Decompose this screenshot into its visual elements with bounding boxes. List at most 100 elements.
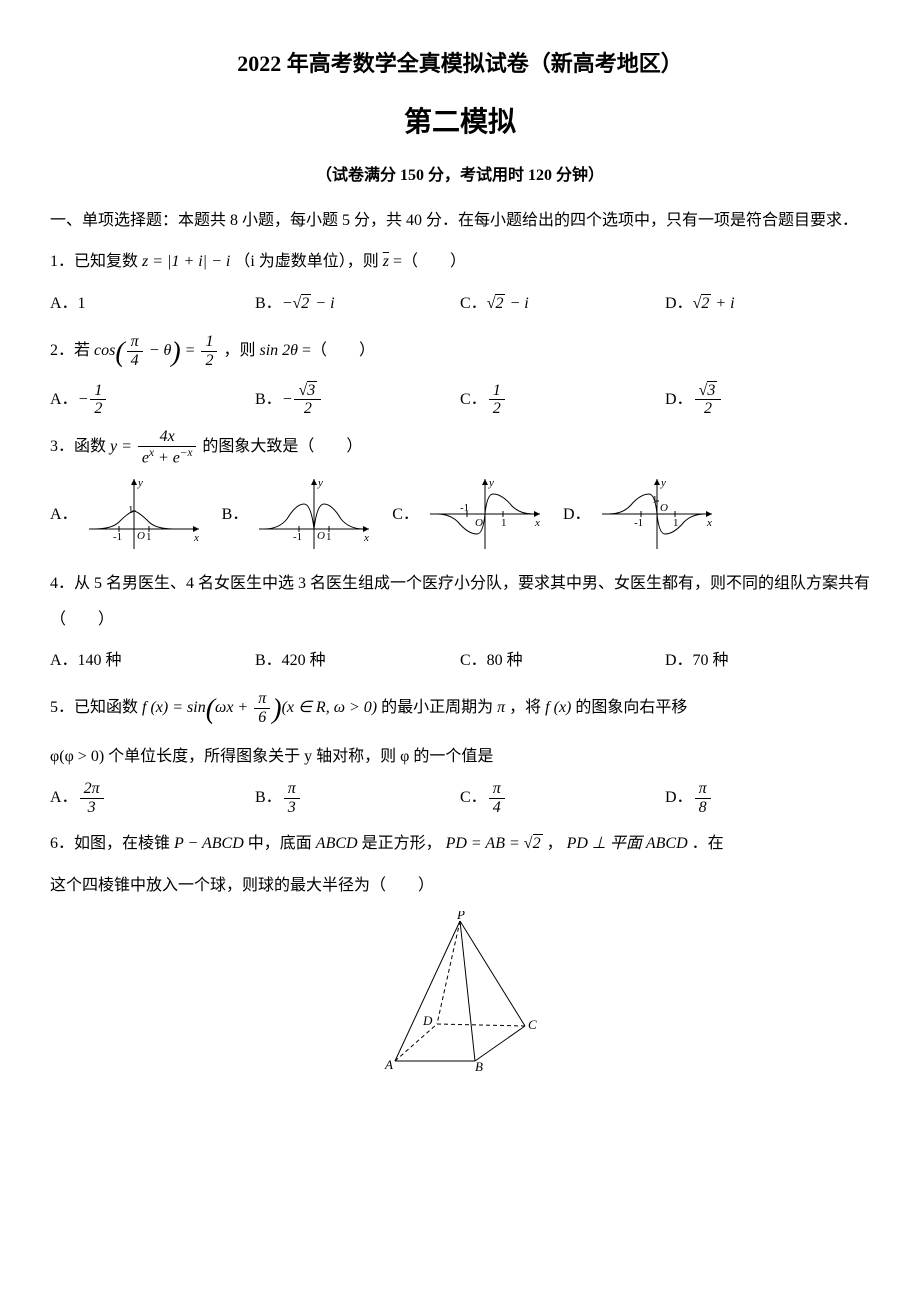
q6-pd-perp: PD ⊥ 平面 ABCD (567, 835, 688, 852)
q5-fx: f (x) (545, 699, 571, 716)
pyramid-svg: P A B C D (375, 911, 545, 1071)
q3-opt-a-label: A． (50, 497, 78, 532)
q3-opt-a: A． y x O 1 -1 1 (50, 474, 204, 554)
q3-graph-c: y x O -11 (425, 474, 545, 554)
q6-stem-mid2: 是正方形， (362, 835, 442, 852)
q5-formula-f: f (x) = sin(ωx + π6)(x ∈ R, ω > 0) (142, 699, 377, 716)
pyr-label-p: P (456, 911, 465, 922)
q6-stem-mid3: ， (547, 835, 563, 852)
q5-opt-b-label: B． (255, 789, 282, 806)
q1-stem-end: =（ ） (393, 253, 466, 270)
q1-options: A．1 B．−2 − i C．2 − i D．2 + i (50, 286, 870, 321)
q1-formula-z: z = |1 + i| − i (142, 253, 234, 270)
svg-text:1: 1 (146, 531, 152, 543)
svg-text:O: O (317, 530, 325, 542)
q2-opt-d: D．32 (665, 382, 870, 418)
svg-text:y: y (137, 477, 143, 489)
svg-text:x: x (534, 517, 540, 529)
q3-stem-post: 的图象大致是（ ） (202, 438, 362, 455)
q6-abcd: ABCD (316, 835, 358, 852)
q5-opt-c: C．π4 (460, 780, 665, 816)
q3-opt-d: D． y x O 1 -11 (563, 474, 717, 554)
svg-text:O: O (137, 530, 145, 542)
q5-pi: π (497, 699, 509, 716)
question-2: 2．若 cos(π4 − θ) = 12 ，则 sin 2θ =（ ） (50, 331, 870, 376)
q6-line2: 这个四棱锥中放入一个球，则球的最大半径为（ ） (50, 868, 870, 903)
svg-text:-1: -1 (634, 517, 643, 529)
q4-opt-a: A．140 种 (50, 643, 255, 678)
svg-text:y: y (660, 477, 666, 489)
svg-text:x: x (706, 517, 712, 529)
q2-opt-c-label: C． (460, 391, 487, 408)
q1-opt-a: A．1 (50, 286, 255, 321)
q2-stem-end: =（ ） (302, 342, 375, 359)
pyr-label-a: A (384, 1057, 393, 1071)
q1-opt-d-math: 2 + i (693, 295, 735, 312)
q6-stem-mid1: 中，底面 (248, 835, 316, 852)
q3-stem-pre: 3．函数 (50, 438, 110, 455)
q5-options: A．2π3 B．π3 C．π4 D．π8 (50, 780, 870, 816)
svg-text:x: x (193, 532, 199, 544)
q6-stem-pre: 6．如图，在棱锥 (50, 835, 174, 852)
q6-stem-mid4: ．在 (692, 835, 724, 852)
q5-opt-c-math: π4 (487, 789, 507, 806)
question-5: 5．已知函数 f (x) = sin(ωx + π6)(x ∈ R, ω > 0… (50, 688, 870, 733)
q5-opt-a-label: A． (50, 789, 78, 806)
q5-stem-mid3: 的图象向右平移 (575, 699, 687, 716)
question-4: 4．从 5 名男医生、4 名女医生中选 3 名医生组成一个医疗小分队，要求其中男… (50, 566, 870, 636)
q5-opt-d: D．π8 (665, 780, 870, 816)
q5-opt-a: A．2π3 (50, 780, 255, 816)
svg-text:-1: -1 (293, 531, 302, 543)
q1-opt-c-math: 2 − i (487, 295, 529, 312)
q2-opt-a-math: −12 (78, 391, 109, 408)
q2-formula-sin2t: sin 2θ (259, 342, 298, 359)
q5-opt-d-math: π8 (693, 789, 713, 806)
exam-title-line2: 第二模拟 (50, 92, 870, 154)
q3-formula: y = 4xex + e−x (110, 438, 198, 455)
q6-pabcd: P − ABCD (174, 835, 244, 852)
q4-options: A．140 种 B．420 种 C．80 种 D．70 种 (50, 643, 870, 678)
svg-text:y: y (488, 477, 494, 489)
q6-pyramid-figure: P A B C D (50, 911, 870, 1084)
svg-text:1: 1 (128, 504, 134, 516)
q3-graph-b: y x O -11 (254, 474, 374, 554)
pyr-label-c: C (528, 1017, 537, 1032)
q4-opt-d: D．70 种 (665, 643, 870, 678)
svg-text:-1: -1 (460, 502, 469, 514)
q3-opt-c: C． y x O -11 (392, 474, 545, 554)
section-1-heading: 一、单项选择题：本题共 8 小题，每小题 5 分，共 40 分．在每小题给出的四… (50, 203, 870, 238)
q2-opt-c: C．12 (460, 382, 665, 418)
exam-subtitle: （试卷满分 150 分，考试用时 120 分钟） (50, 158, 870, 193)
q1-opt-d-label: D． (665, 295, 693, 312)
q5-opt-d-label: D． (665, 789, 693, 806)
q3-opt-b: B． y x O -11 (222, 474, 375, 554)
q5-stem-mid1: 的最小正周期为 (381, 699, 497, 716)
q4-opt-c: C．80 种 (460, 643, 665, 678)
svg-text:1: 1 (326, 531, 332, 543)
q2-opt-b-math: −32 (282, 391, 324, 408)
q1-z-bar: z (383, 253, 389, 270)
q6-pd-ab: PD = AB = 2 (446, 835, 543, 852)
q1-opt-b: B．−2 − i (255, 286, 460, 321)
q3-graph-a: y x O 1 -1 1 (84, 474, 204, 554)
svg-text:y: y (317, 477, 323, 489)
q1-opt-c-label: C． (460, 295, 487, 312)
q2-formula-cos: cos(π4 − θ) = 12 (94, 342, 219, 359)
q2-opt-c-math: 12 (487, 391, 507, 408)
q2-stem-mid: ，则 (223, 342, 259, 359)
q5-stem-pre: 5．已知函数 (50, 699, 142, 716)
q2-opt-a: A．−12 (50, 382, 255, 418)
q2-opt-b: B．−32 (255, 382, 460, 418)
svg-text:1: 1 (673, 517, 679, 529)
q5-opt-b: B．π3 (255, 780, 460, 816)
exam-title-line1: 2022 年高考数学全真模拟试卷（新高考地区） (50, 40, 870, 88)
svg-text:-1: -1 (113, 531, 122, 543)
pyr-label-d: D (422, 1013, 433, 1028)
q3-opt-d-label: D． (563, 497, 591, 532)
q1-stem-pre: 1．已知复数 (50, 253, 142, 270)
svg-text:O: O (475, 517, 483, 529)
question-3: 3．函数 y = 4xex + e−x 的图象大致是（ ） (50, 428, 870, 467)
q3-graph-d: y x O 1 -11 (597, 474, 717, 554)
q5-opt-a-math: 2π3 (78, 789, 106, 806)
q2-opt-d-label: D． (665, 391, 693, 408)
